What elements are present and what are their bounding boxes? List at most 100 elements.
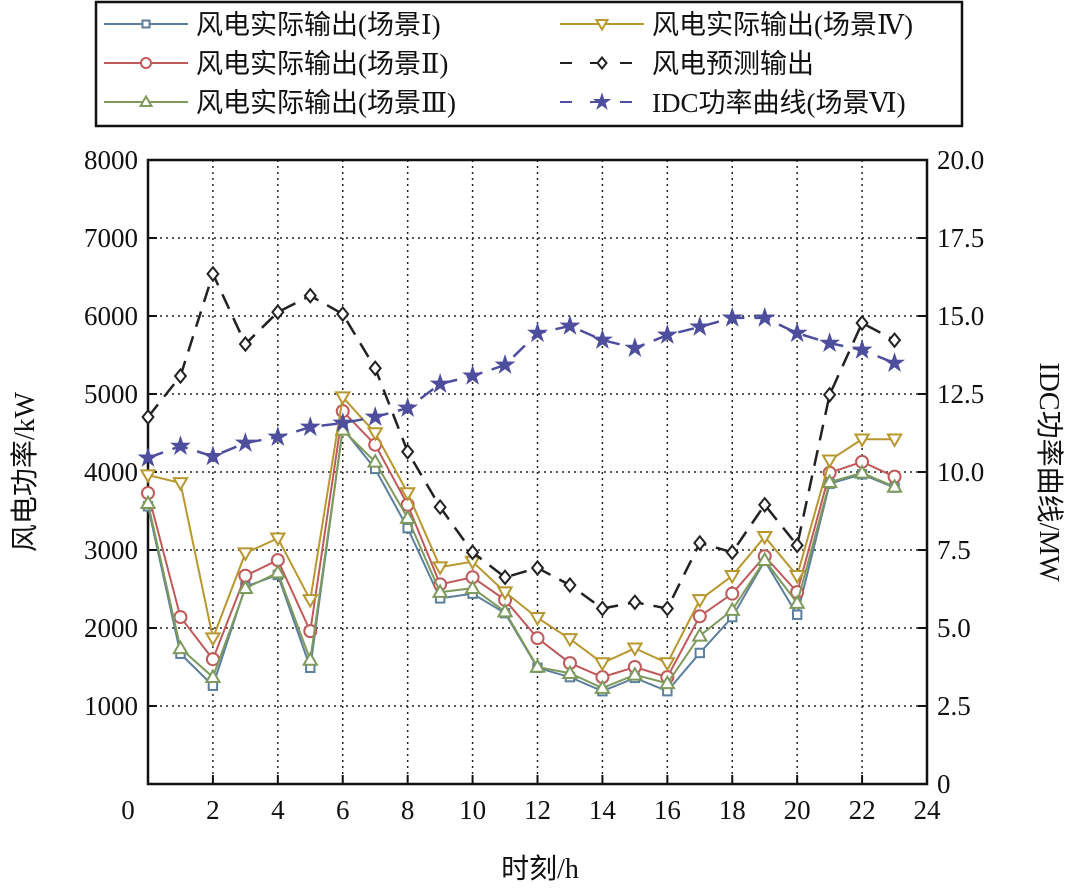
y2-tick-label: 20.0 [937,145,984,175]
x-tick-label: 18 [719,795,746,825]
diamond-marker [660,600,675,617]
triangle-up-marker [853,464,871,479]
triangle-up-marker [561,664,579,680]
diamond-marker [595,600,610,617]
star-marker [137,446,159,467]
diamond-marker [141,408,155,426]
diamond-marker [498,569,512,586]
star-marker [656,324,678,344]
triangle-up-marker [366,453,384,468]
diamond-marker [855,314,869,332]
diamond-marker [368,360,382,377]
triangle-down-marker [658,657,676,672]
triangle-up-marker [204,668,222,683]
diamond-marker [790,537,804,554]
star-marker [689,315,711,336]
x-tick-label: 2 [206,795,220,825]
star-marker [364,406,386,426]
legend-item: 风电预测输出 [560,49,814,79]
y2-axis-label: IDC功率曲线/MW [1033,362,1065,582]
diamond-marker [822,386,837,403]
legend-label: 风电实际输出(场景Ⅱ) [196,49,448,79]
triangle-down-marker [139,469,157,484]
triangle-down-marker [561,633,579,648]
series-line [147,394,895,665]
triangle-down-marker [886,433,903,448]
square-marker [791,609,803,620]
y-tick-label: 2000 [84,613,138,643]
triangle-up-marker [237,579,254,595]
star-marker [624,337,646,358]
diamond-marker [173,367,188,385]
y-tick-label: 4000 [84,457,138,487]
triangle-up-marker [723,601,741,616]
diamond-marker [303,287,317,304]
star-marker [527,322,548,343]
legend-label: IDC功率曲线(场景Ⅵ) [652,88,906,118]
triangle-up-marker [788,594,806,609]
y-tick-label: 6000 [84,301,138,331]
triangle-up-marker [399,509,417,524]
star-marker [884,352,906,373]
series-line [147,270,896,610]
diamond-marker [887,332,902,349]
triangle-down-marker [691,594,709,609]
series-group [137,265,906,697]
y-tick-label: 5000 [84,379,138,409]
square-marker [694,647,705,659]
star-marker [494,353,516,374]
triangle-down-marker [853,433,871,448]
triangle-down-marker [399,487,417,502]
y-tick-label: 3000 [84,535,138,565]
star-marker [851,339,873,359]
diamond-marker [563,576,577,594]
triangle-down-marker [496,586,514,601]
series-line [147,409,895,679]
triangle-up-marker [172,639,189,655]
triangle-up-marker [691,627,709,642]
x-tick-label: 24 [914,795,942,825]
legend-item: 风电实际输出(场景Ⅱ) [104,49,448,79]
triangle-up-marker [431,583,449,598]
circle-marker [530,631,545,646]
circle-marker [173,610,188,625]
legend-item: 风电实际输出(场景Ⅳ) [560,10,913,40]
y-tick-label: 8000 [84,145,138,175]
diamond-marker [628,594,642,611]
diamond-marker [725,544,739,561]
x-tick-label: 14 [589,795,617,825]
triangle-down-marker [269,532,287,547]
triangle-up-marker [138,94,154,107]
series-5 [141,265,902,617]
star-marker [462,364,484,385]
x-tick-label: 4 [271,795,285,825]
diamond-marker [596,55,608,71]
triangle-down-marker [529,612,546,627]
legend-item: 风电实际输出(场景Ⅰ) [104,10,441,40]
triangle-down-marker [237,547,254,562]
diamond-marker [758,496,772,513]
legend-box [94,0,964,128]
x-tick-label: 10 [459,795,486,825]
y2-tick-label: 2.5 [937,691,971,721]
star-marker [786,322,808,343]
y2-tick-label: 17.5 [937,223,984,253]
star-marker [429,373,451,393]
triangle-down-marker [366,427,384,442]
triangle-down-marker [172,477,189,492]
star-marker [234,431,256,452]
y2-tick-label: 0 [937,769,951,799]
legend-item: 风电实际输出(场景Ⅲ) [104,88,456,118]
triangle-down-marker [723,569,741,585]
legend-label: 风电预测输出 [652,49,814,79]
star-marker [592,92,612,110]
triangle-up-marker [496,603,514,618]
diamond-marker [530,559,545,577]
diamond-marker [433,498,447,516]
y2-tick-label: 7.5 [937,535,971,565]
triangle-down-marker [626,642,644,657]
y-tick-label: 1000 [84,691,138,721]
diamond-marker [336,305,350,323]
star-marker [202,445,224,466]
